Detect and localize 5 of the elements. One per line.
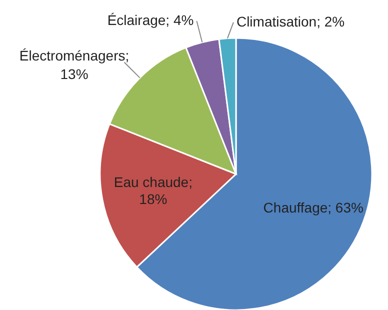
slice-label: Chauffage; 63% [263, 199, 364, 216]
slice-label: Électroménagers; 13% [19, 47, 130, 82]
slice-label: Éclairage; 4% [107, 12, 194, 28]
slice-label: Eau chaude; 18% [114, 174, 192, 207]
slice-label: Climatisation; 2% [236, 13, 345, 30]
